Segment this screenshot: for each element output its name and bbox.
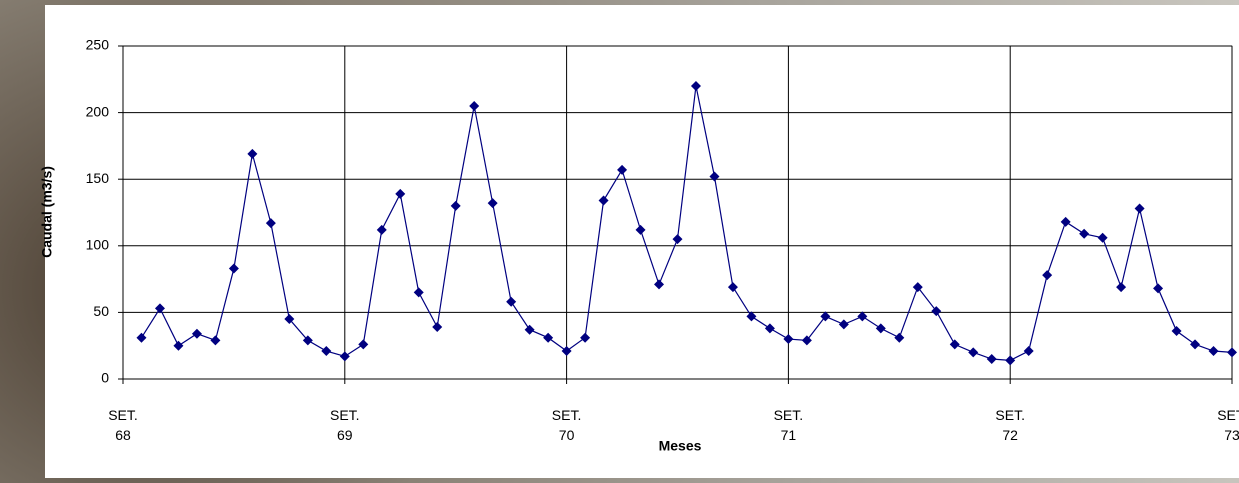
data-point [636,225,646,235]
data-point [210,335,220,345]
data-point [1079,229,1089,239]
data-point [358,339,368,349]
data-point [1209,346,1219,356]
data-point [266,218,276,228]
data-point [783,334,793,344]
data-point [229,263,239,273]
data-point [839,319,849,329]
x-tick-label: SET. 68 [101,405,145,445]
y-tick-label: 100 [86,237,110,253]
data-point [321,346,331,356]
data-point [1061,217,1071,227]
data-point [506,297,516,307]
data-point [247,149,257,159]
chart: Caudal (m3/s) Meses 0 50 100 150 200 250 [0,0,1239,483]
data-point [617,165,627,175]
data-point [1227,347,1237,357]
y-tick-label: 250 [86,37,110,53]
y-tick-label: 200 [86,103,110,119]
data-point [1024,346,1034,356]
x-tick-label: SET. 72 [988,405,1032,445]
y-tick-label: 150 [86,170,110,186]
data-point [136,333,146,343]
data-point [709,172,719,182]
data-point [913,282,923,292]
data-point [1042,270,1052,280]
data-point [414,287,424,297]
data-point [894,333,904,343]
data-point [987,354,997,364]
page: Caudal (m3/s) Meses 0 50 100 150 200 250 SET.… [0,0,1239,483]
data-point [1005,355,1015,365]
data-point [1098,233,1108,243]
data-point [1116,282,1126,292]
data-point [691,81,701,91]
data-point [1153,283,1163,293]
data-point [950,339,960,349]
data-point [525,325,535,335]
x-tick-label: SET. 73 [1210,405,1239,445]
data-point [469,101,479,111]
data-point [599,196,609,206]
y-tick-label: 50 [93,303,109,319]
data-point [173,341,183,351]
data-point [765,323,775,333]
data-point [432,322,442,332]
data-point [488,198,498,208]
data-point [1190,339,1200,349]
data-point [1172,326,1182,336]
data-point [192,329,202,339]
data-point [580,333,590,343]
data-point [1135,204,1145,214]
data-point [340,351,350,361]
x-tick-label: SET. 69 [323,405,367,445]
data-point [562,346,572,356]
data-point [802,335,812,345]
x-tick-label: SET. 71 [766,405,810,445]
data-point [377,225,387,235]
data-point [543,333,553,343]
y-axis-title: Caudal (m3/s) [39,166,55,258]
data-point [728,282,738,292]
y-tick-label: 0 [101,370,109,386]
data-point [931,306,941,316]
x-tick-label: SET. 70 [545,405,589,445]
data-point [451,201,461,211]
data-point [673,234,683,244]
data-point [876,323,886,333]
data-point [654,279,664,289]
data-point [395,189,405,199]
plot-border [123,46,1232,379]
x-axis-title: Meses [659,438,702,454]
data-point [968,347,978,357]
